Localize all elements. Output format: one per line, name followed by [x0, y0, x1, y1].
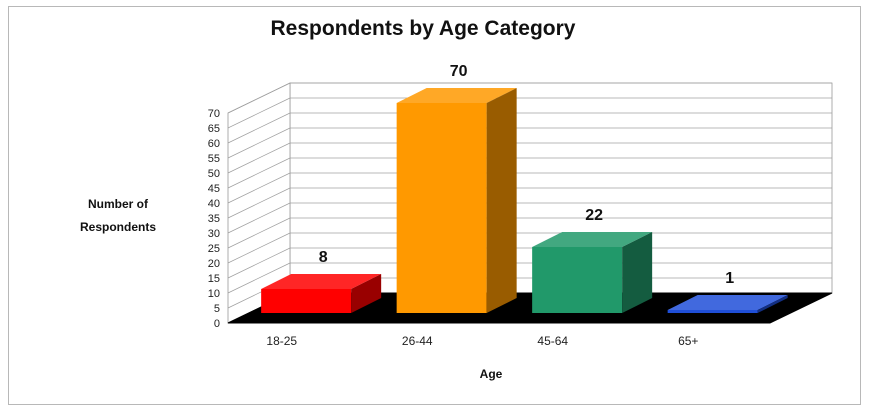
data-label: 22 [585, 207, 603, 224]
bar-18-25 [261, 289, 352, 313]
y-tick-label: 20 [208, 258, 220, 270]
x-tick-label: 65+ [678, 334, 698, 348]
x-tick-label: 26-44 [402, 334, 433, 348]
data-label: 1 [725, 270, 734, 287]
y-tick-label: 40 [208, 198, 220, 210]
y-tick-label: 0 [214, 318, 220, 330]
bar-side [622, 232, 653, 313]
y-tick-label: 50 [208, 168, 220, 180]
plot-area: 0 5 10 15 20 25 30 35 40 45 50 55 60 65 70 8 18-25 70 26-4… [208, 63, 833, 348]
gridline-side [227, 262, 291, 294]
x-axis-label: Age [480, 367, 503, 381]
y-tick-label: 65 [208, 123, 220, 135]
gridline-side [227, 82, 291, 114]
chart-title: Respondents by Age Category [271, 17, 576, 40]
gridline-side [227, 247, 291, 279]
y-tick-label: 70 [208, 108, 220, 120]
bar-top [667, 295, 788, 310]
y-tick-label: 60 [208, 138, 220, 150]
gridline-side [227, 112, 291, 144]
data-label: 70 [450, 63, 468, 80]
bar-top [261, 274, 382, 289]
y-tick-label: 55 [208, 153, 220, 165]
bar-side [486, 88, 517, 313]
gridline-side [227, 127, 291, 159]
y-tick-label: 30 [208, 228, 220, 240]
gridline-side [227, 202, 291, 234]
y-tick-label: 25 [208, 243, 220, 255]
gridline-side [227, 187, 291, 219]
y-axis-label-line-1: Number of [88, 197, 149, 211]
gridline-side [227, 217, 291, 249]
y-tick-label: 15 [208, 273, 220, 285]
gridline-side [227, 142, 291, 174]
y-tick-label: 5 [214, 303, 220, 315]
y-axis-label-line-2: Respondents [80, 220, 156, 234]
bar-65+ [667, 310, 758, 313]
gridline-side [227, 172, 291, 204]
data-label: 8 [319, 249, 328, 266]
bar-top [532, 232, 653, 247]
bar-26-44 [396, 103, 487, 313]
bar-side [351, 274, 382, 313]
gridline-side [227, 157, 291, 189]
x-tick-label: 45-64 [537, 334, 568, 348]
y-tick-label: 10 [208, 288, 220, 300]
y-tick-label: 35 [208, 213, 220, 225]
y-tick-label: 45 [208, 183, 220, 195]
gridline-side [227, 97, 291, 129]
gridline-side [227, 232, 291, 264]
bar-top [396, 88, 517, 103]
bar-45-64 [532, 247, 623, 313]
bar-side [757, 295, 788, 313]
x-tick-label: 18-25 [266, 334, 297, 348]
